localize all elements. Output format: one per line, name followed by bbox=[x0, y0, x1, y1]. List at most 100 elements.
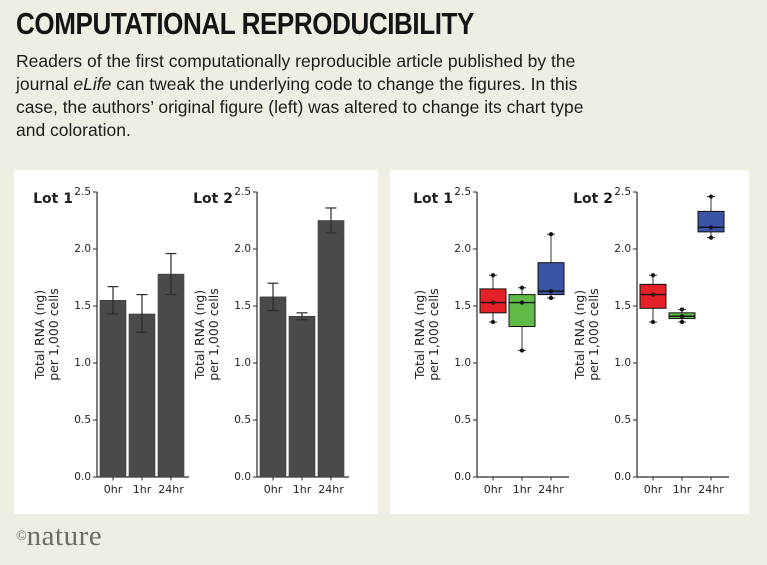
original-figure-panel: 0.0 0.5 1.0 1.5 2.0 2.5 Lot 1 Total RNA (ng) per… bbox=[14, 170, 378, 514]
x-tick-label: 24hr bbox=[158, 483, 184, 496]
data-point bbox=[650, 273, 656, 278]
x-tick-label: 0hr bbox=[104, 483, 123, 496]
data-point bbox=[679, 307, 685, 312]
y-tick-label: 0.0 bbox=[234, 471, 251, 483]
bar-24hr bbox=[317, 220, 345, 478]
error-bar-24hr bbox=[325, 207, 337, 234]
journal-name: eLife bbox=[73, 74, 112, 94]
data-point bbox=[650, 319, 656, 325]
subplot-title-lot-1: Lot 1 bbox=[413, 191, 453, 207]
data-point bbox=[708, 194, 714, 199]
subplot-title-lot-2: Lot 2 bbox=[573, 191, 613, 207]
error-bar-0hr bbox=[107, 286, 119, 315]
axes-lot-2: 0.0 0.5 1.0 1.5 2.0 2.5 bbox=[614, 186, 729, 483]
bar-24hr bbox=[157, 273, 185, 478]
y-tick-label: 0.5 bbox=[74, 414, 91, 426]
data-point bbox=[548, 289, 554, 294]
data-point bbox=[679, 319, 685, 325]
brand-name: nature bbox=[26, 520, 103, 552]
error-bar-1hr bbox=[136, 293, 148, 333]
data-point bbox=[490, 319, 496, 325]
y-axis-label-line2: per 1,000 cells bbox=[46, 288, 61, 381]
y-tick-label: 1.0 bbox=[454, 357, 471, 369]
data-point bbox=[650, 292, 656, 297]
nature-logo: ©nature bbox=[16, 520, 102, 553]
y-tick-label: 2.0 bbox=[614, 243, 631, 255]
bar-0hr bbox=[99, 300, 127, 478]
y-tick-label: 0.5 bbox=[454, 414, 471, 426]
y-axis-label-line1: Total RNA (ng) bbox=[572, 290, 587, 380]
error-bar-1hr bbox=[296, 312, 308, 321]
y-tick-label: 0.0 bbox=[614, 471, 631, 483]
box-24hr bbox=[697, 194, 725, 240]
y-axis-label-line2: per 1,000 cells bbox=[426, 288, 441, 381]
y-tick-label: 1.5 bbox=[614, 300, 631, 312]
box-1hr bbox=[668, 307, 696, 325]
data-point bbox=[679, 314, 685, 319]
box-1hr bbox=[508, 285, 536, 353]
bar-1hr bbox=[288, 315, 316, 478]
y-axis-label-line1: Total RNA (ng) bbox=[412, 290, 427, 380]
y-tick-label: 2.5 bbox=[614, 186, 631, 198]
y-tick-label: 2.0 bbox=[234, 243, 251, 255]
y-axis-label-line1: Total RNA (ng) bbox=[32, 290, 47, 380]
error-bar-0hr bbox=[267, 282, 279, 312]
x-tick-label: 0hr bbox=[644, 483, 663, 496]
x-tick-label: 1hr bbox=[513, 483, 532, 496]
y-axis-label-line1: Total RNA (ng) bbox=[192, 290, 207, 380]
box-0hr bbox=[639, 273, 667, 325]
y-tick-label: 1.0 bbox=[234, 357, 251, 369]
y-tick-label: 2.5 bbox=[234, 186, 251, 198]
y-tick-label: 2.0 bbox=[74, 243, 91, 255]
y-tick-label: 0.0 bbox=[74, 471, 91, 483]
y-tick-label: 1.5 bbox=[74, 300, 91, 312]
subplot-title-lot-2: Lot 2 bbox=[193, 191, 233, 207]
data-point bbox=[519, 300, 525, 305]
copyright-icon: © bbox=[16, 529, 27, 544]
bar-1hr bbox=[128, 313, 156, 478]
y-tick-label: 2.5 bbox=[74, 186, 91, 198]
axes-lot-1: 0.0 0.5 1.0 1.5 2.0 2.5 bbox=[454, 186, 569, 483]
x-tick-label: 24hr bbox=[318, 483, 344, 496]
y-axis-label-line2: per 1,000 cells bbox=[206, 288, 221, 381]
y-tick-label: 2.5 bbox=[454, 186, 471, 198]
x-tick-label: 1hr bbox=[293, 483, 312, 496]
bar-0hr bbox=[259, 296, 287, 478]
subplot-title-lot-1: Lot 1 bbox=[33, 191, 73, 207]
x-tick-label: 1hr bbox=[133, 483, 152, 496]
x-tick-label: 24hr bbox=[538, 483, 564, 496]
data-point bbox=[708, 235, 714, 240]
y-tick-label: 0.5 bbox=[234, 414, 251, 426]
data-point bbox=[519, 348, 525, 353]
y-tick-label: 1.0 bbox=[74, 357, 91, 369]
y-tick-label: 0.0 bbox=[454, 471, 471, 483]
y-axis-label-line2: per 1,000 cells bbox=[586, 288, 601, 381]
data-point bbox=[490, 300, 496, 305]
x-tick-label: 0hr bbox=[484, 483, 503, 496]
data-point bbox=[548, 295, 554, 301]
y-tick-label: 2.0 bbox=[454, 243, 471, 255]
x-tick-label: 1hr bbox=[673, 483, 692, 496]
data-point bbox=[519, 285, 525, 290]
y-tick-label: 1.5 bbox=[234, 300, 251, 312]
intro-text-after: can tweak the underlying code to change … bbox=[16, 74, 584, 140]
altered-figure-panel: 0.0 0.5 1.0 1.5 2.0 2.5 Lot 1 Total RNA (ng) per… bbox=[390, 170, 749, 514]
intro-text: Readers of the first computationally rep… bbox=[16, 50, 756, 142]
data-point bbox=[548, 232, 554, 237]
error-bar-24hr bbox=[165, 252, 177, 296]
page-title: COMPUTATIONAL REPRODUCIBILITY bbox=[16, 6, 474, 41]
box-24hr bbox=[537, 232, 565, 301]
data-point bbox=[708, 225, 714, 230]
y-tick-label: 1.5 bbox=[454, 300, 471, 312]
box-0hr bbox=[479, 273, 507, 325]
y-tick-label: 1.0 bbox=[614, 357, 631, 369]
y-tick-label: 0.5 bbox=[614, 414, 631, 426]
x-tick-label: 0hr bbox=[264, 483, 283, 496]
